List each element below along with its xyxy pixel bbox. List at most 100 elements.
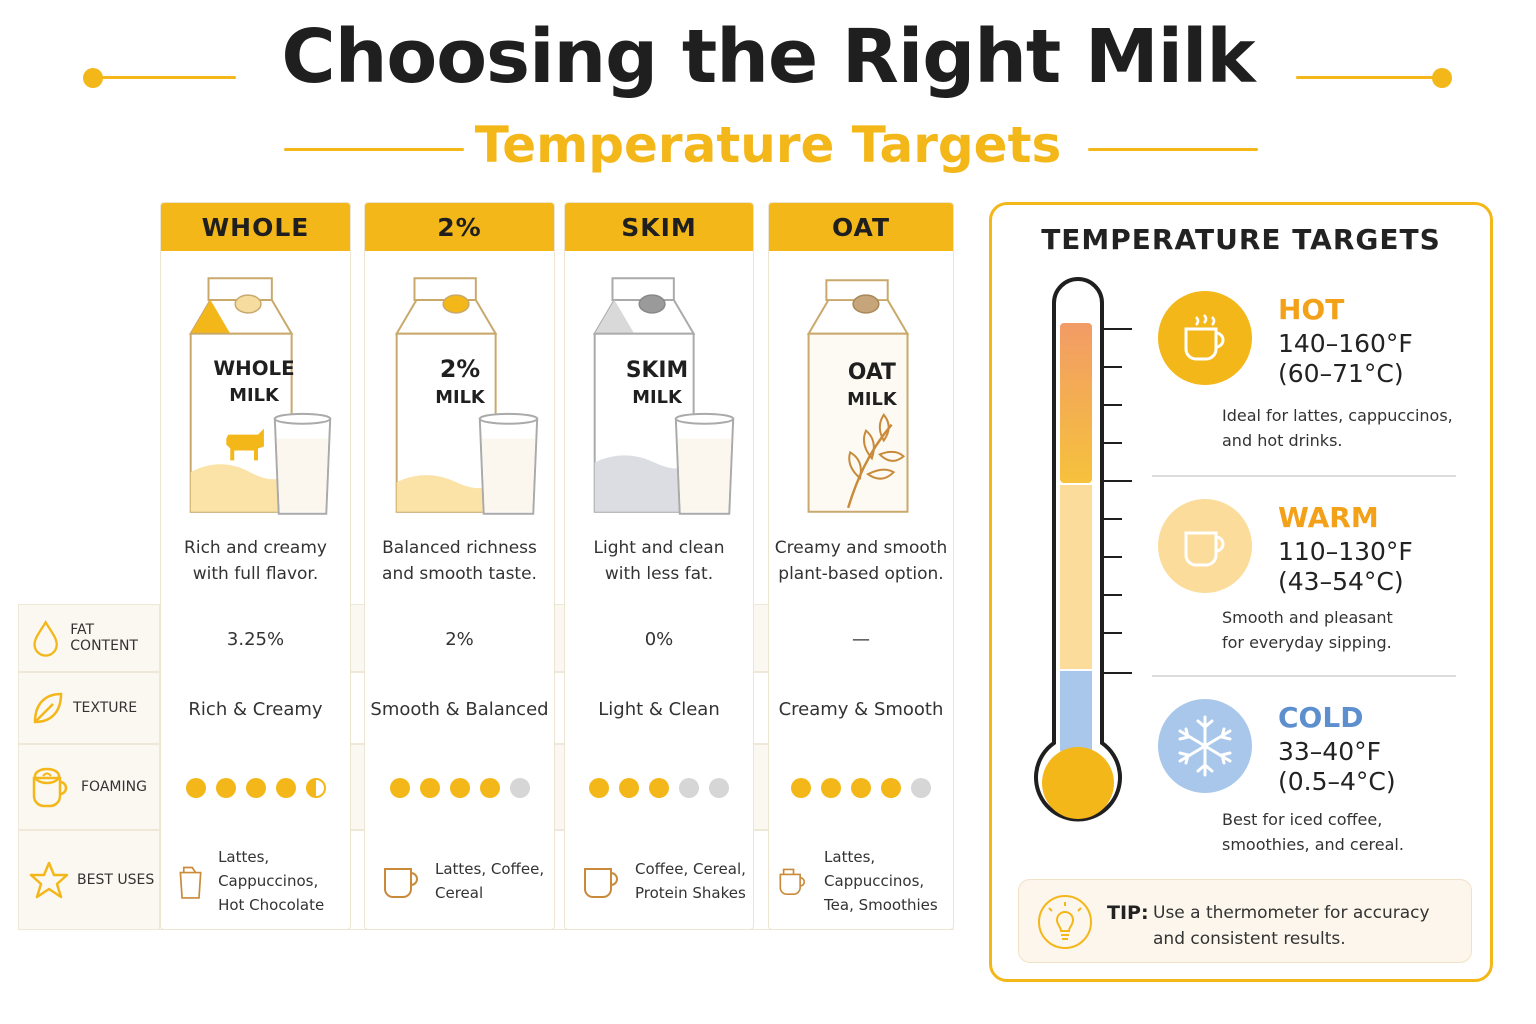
- row-label-uses: BEST USES: [18, 830, 160, 930]
- oat-uses-line1: Lattes, Cappuccinos,: [824, 848, 925, 890]
- foam-dot: [389, 778, 410, 798]
- whole-description: Rich and creamy with full flavor.: [184, 538, 327, 584]
- foam-dot: [479, 778, 500, 798]
- temp-warm: WARM 110–130°F (43–54°C) Smooth and plea…: [1158, 499, 1480, 669]
- mug-icon: [384, 868, 418, 898]
- warm-celsius: (43–54°C): [1278, 567, 1404, 596]
- skim-uses-line2: Protein Shakes: [635, 884, 746, 902]
- row-label-foaming: FOAMING: [18, 744, 160, 830]
- oat-carton-line2: MILK: [847, 389, 898, 410]
- skim-milk-carton-icon: SKIM MILK: [592, 277, 735, 515]
- panel-title: TEMPERATURE TARGETS: [1041, 223, 1441, 256]
- cold-note: Best for iced coffee, smoothies, and cere…: [1222, 810, 1404, 854]
- foam-dot: [589, 778, 609, 798]
- whole-carton-line1: WHOLE: [213, 357, 294, 380]
- tip-label: TIP:: [1107, 902, 1149, 924]
- leaf-icon: [33, 692, 63, 724]
- cold-label: COLD: [1278, 701, 1364, 734]
- foam-dot: [305, 778, 326, 798]
- foam-dot: [679, 778, 699, 798]
- subtitle-line-right: [1088, 148, 1258, 151]
- skim-uses-line1: Coffee, Cereal,: [635, 860, 746, 878]
- foam-cup-icon: [32, 767, 68, 808]
- warm-note: Smooth and pleasant for everyday sipping.: [1222, 608, 1393, 652]
- foam-dot: [419, 778, 440, 798]
- foam-dots: [185, 778, 326, 798]
- header-dot-left: [83, 68, 103, 88]
- cup-icon: [779, 868, 806, 896]
- foam-dot: [619, 778, 639, 798]
- subtitle-line-left: [284, 148, 464, 151]
- hot-fahrenheit: 140–160°F: [1278, 329, 1413, 358]
- 2pct-uses-line1: Lattes, Coffee,: [435, 860, 545, 878]
- page-subtitle: Temperature Targets: [474, 116, 1062, 174]
- cold-fahrenheit: 33–40°F: [1278, 737, 1382, 766]
- column-header-2pct: 2%: [365, 203, 554, 251]
- warm-fahrenheit: 110–130°F: [1278, 537, 1413, 566]
- foam-dot: [509, 778, 530, 798]
- warm-cup-icon: [1184, 531, 1225, 567]
- column-header-oat: OAT: [769, 203, 953, 251]
- page-title: Choosing the Right Milk: [281, 14, 1255, 100]
- foam-dot: [851, 778, 871, 798]
- cold-badge: [1158, 699, 1252, 793]
- oat-milk-carton-icon: OAT MILK: [806, 279, 910, 513]
- whole-best-uses: Lattes, Cappuccinos, Hot Chocolate: [161, 831, 350, 931]
- foam-dot: [649, 778, 669, 798]
- oat-uses-line2: Tea, Smoothies: [824, 896, 938, 914]
- oat-fat-value: —: [852, 628, 870, 650]
- hot-note: Ideal for lattes, cappuccinos, and hot dr…: [1222, 406, 1453, 450]
- snowflake-icon: [1178, 715, 1232, 777]
- temp-cold: COLD 33–40°F (0.5–4°C) Best for iced cof…: [1158, 699, 1480, 869]
- whole-uses-line2: Hot Chocolate: [218, 896, 325, 914]
- foam-dot: [275, 778, 296, 798]
- foam-dots: [791, 778, 931, 798]
- header-line-left: [96, 76, 236, 79]
- milk-column-oat: OAT OAT MILK Creamy and smooth plant-base…: [768, 202, 954, 930]
- foam-dot: [215, 778, 236, 798]
- oat-texture-value: Creamy & Smooth: [778, 698, 944, 720]
- hot-celsius: (60–71°C): [1278, 359, 1404, 388]
- 2pct-texture-value: Smooth & Balanced: [370, 698, 549, 720]
- divider-warm-cold: [1152, 675, 1456, 677]
- whole-foaming-rating: [161, 745, 350, 831]
- 2pct-description: Balanced richness and smooth taste.: [382, 538, 537, 584]
- lightbulb-icon: [1038, 895, 1092, 949]
- skim-texture-value: Light & Clean: [598, 698, 720, 720]
- oat-foaming-rating: [769, 745, 953, 831]
- foam-dots: [589, 778, 729, 798]
- skim-fat-value: 0%: [644, 628, 674, 650]
- 2pct-carton-line2: MILK: [435, 387, 486, 408]
- hot-label: HOT: [1278, 293, 1345, 326]
- temp-hot: HOT 140–160°F (60–71°C) Ideal for lattes…: [1158, 291, 1480, 461]
- whole-texture-value: Rich & Creamy: [188, 698, 323, 720]
- foam-dot: [911, 778, 931, 798]
- skim-best-uses: Coffee, Cereal, Protein Shakes: [565, 831, 753, 931]
- foam-dot: [449, 778, 470, 798]
- droplet-icon: [33, 620, 58, 657]
- row-label-texture: TEXTURE: [18, 672, 160, 744]
- 2pct-milk-carton-icon: 2% MILK: [394, 277, 539, 515]
- whole-uses-line1: Lattes, Cappuccinos,: [218, 848, 319, 890]
- whole-fat-value: 3.25%: [226, 628, 285, 650]
- thermometer-icon: [1034, 277, 1132, 822]
- star-icon: [29, 861, 69, 899]
- skim-carton-line1: SKIM: [626, 358, 688, 383]
- header-dot-right: [1432, 68, 1452, 88]
- hot-cup-icon: [1184, 314, 1225, 361]
- skim-foaming-rating: [565, 745, 753, 831]
- foam-dot: [791, 778, 811, 798]
- 2pct-fat-value: 2%: [445, 628, 474, 650]
- warm-badge: [1158, 499, 1252, 593]
- row-label-uses-text: BEST USES: [77, 872, 155, 888]
- milk-column-whole: WHOLE WHOLE MILK Rich and creamy with ful…: [160, 202, 351, 930]
- mug-icon: [584, 868, 618, 898]
- divider-hot-warm: [1152, 475, 1456, 477]
- foam-dots: [389, 778, 530, 798]
- column-header-whole: WHOLE: [161, 203, 350, 251]
- oat-best-uses: Lattes, Cappuccinos, Tea, Smoothies: [769, 831, 953, 931]
- skim-carton-line2: MILK: [632, 387, 683, 408]
- hot-badge: [1158, 291, 1252, 385]
- 2pct-foaming-rating: [365, 745, 554, 831]
- tip-box: TIP: Use a thermometer for accuracy and c…: [1018, 879, 1472, 963]
